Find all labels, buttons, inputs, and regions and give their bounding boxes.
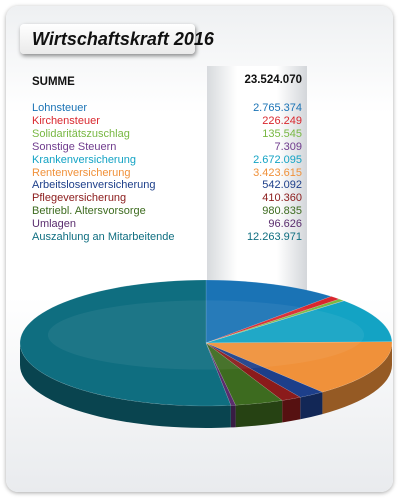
legend-label: Rentenversicherung [32,166,131,179]
pie-slice-0 [205,279,333,344]
legend-label: Lohnsteuer [32,102,88,114]
pie-side-8 [235,400,283,428]
legend-value: 2.672.095 [253,153,302,166]
legend-value: 3.423.615 [253,166,302,179]
pie-slice-3 [205,300,345,344]
legend-value: 226.249 [262,114,302,127]
pie-slice-6 [205,342,324,398]
legend-label: Umlagen [32,218,77,231]
pie-side-7 [282,397,301,423]
legend-value: 542.092 [262,179,302,192]
legend-label: Pflegeversicherung [32,192,127,205]
pie-slice-5 [205,341,393,393]
title-box [20,24,195,54]
pie-slice-4 [205,300,393,344]
legend-label: Sonstige Steuern [32,140,117,153]
legend-value: 12.263.971 [246,231,302,243]
legend-label: Auszahlung an Mitarbeitende [32,231,175,243]
pie-side-5 [322,343,392,415]
pie-side-9 [230,405,236,428]
legend-label: Arbeitslosenversicherung [32,179,156,192]
legend-value: 135.545 [262,127,302,140]
pie-slice-7 [205,342,301,401]
total-label: SUMME [32,76,75,88]
legend-label: Solidaritätszuschlag [32,127,130,140]
legend-value: 980.835 [262,205,302,218]
legend-label: Kirchensteuer [32,114,100,127]
legend-value: 2.765.374 [253,102,302,114]
legend-label: Krankenversicherung [32,153,136,166]
legend-label: Betriebl. Altersvorsorge [32,205,146,218]
pie-highlight [47,300,365,370]
legend-value: 410.360 [262,192,302,205]
pie-slice-1 [205,296,341,344]
pie-side-10 [20,343,231,429]
pie-slice-9 [205,342,236,406]
total-value: 23.524.070 [244,74,302,86]
pie-slice-2 [205,298,345,344]
pie-slice-10 [19,279,232,407]
pie-slice-8 [205,342,283,406]
pie-side-6 [300,392,323,420]
legend-value: 7.309 [274,140,302,153]
legend-value: 96.626 [268,218,302,231]
chart-title: Wirtschaftskraft 2016 [32,29,214,49]
